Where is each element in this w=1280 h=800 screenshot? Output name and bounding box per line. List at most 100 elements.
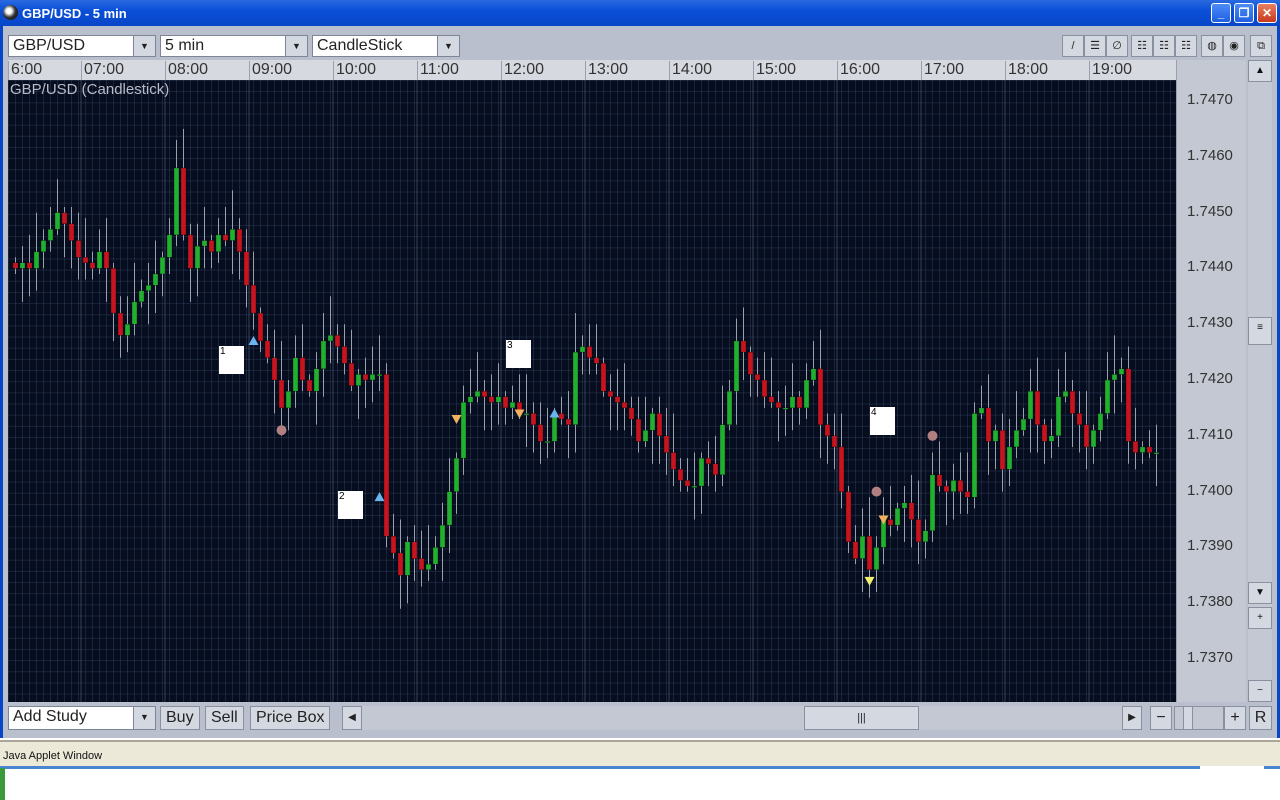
candle-down xyxy=(341,346,348,364)
candle-down xyxy=(740,340,747,353)
candle-up xyxy=(1020,418,1027,431)
chevron-down-icon[interactable]: ▼ xyxy=(133,707,155,729)
time-label: 17:00 xyxy=(921,61,964,80)
candle-down xyxy=(663,435,670,453)
sell-button[interactable]: Sell xyxy=(205,706,244,730)
time-axis: 6:00 07:00 08:00 09:00 10:00 11:00 12:00 13:00 1… xyxy=(8,60,1176,80)
price-label: 1.7370 xyxy=(1187,649,1233,666)
price-label: 1.7440 xyxy=(1187,258,1233,276)
candle-down xyxy=(26,262,33,269)
add-study-select[interactable]: Add Study ▼ xyxy=(8,706,156,730)
chevron-down-icon[interactable]: ▼ xyxy=(285,36,307,56)
candle-down xyxy=(957,480,964,492)
detach-tool-button[interactable]: ⧉ xyxy=(1250,35,1272,57)
time-label: 12:00 xyxy=(501,61,544,80)
candle-up xyxy=(509,402,516,409)
grid-tool-3-button[interactable]: ☷ xyxy=(1175,35,1197,57)
candle-up xyxy=(425,563,432,570)
candle-down xyxy=(831,435,838,448)
annotation-label[interactable]: 2 xyxy=(338,490,363,519)
candle-up xyxy=(173,167,180,236)
reset-button[interactable]: R xyxy=(1249,706,1272,730)
chart-label: GBP/USD (Candlestick) xyxy=(10,81,170,98)
fib-tool-button[interactable]: ∅ xyxy=(1106,35,1128,57)
buy-button[interactable]: Buy xyxy=(160,706,200,730)
scroll-right-button[interactable]: ▶ xyxy=(1122,706,1142,730)
scroll-left-button[interactable]: ◀ xyxy=(342,706,362,730)
candle-down xyxy=(222,234,229,241)
candle-down xyxy=(586,346,593,358)
interval-select[interactable]: 5 min ▼ xyxy=(160,35,308,57)
price-label: 1.7430 xyxy=(1187,314,1233,332)
buy-signal-icon xyxy=(248,335,259,345)
grid-tool-1-button[interactable]: ☷ xyxy=(1131,35,1153,57)
candle-down xyxy=(68,223,75,241)
grid-tool-2-button[interactable]: ☷ xyxy=(1153,35,1175,57)
price-label: 1.7390 xyxy=(1187,537,1233,555)
candle-up xyxy=(215,234,222,252)
candle-down xyxy=(208,240,215,252)
candle-up xyxy=(369,374,376,381)
symbol-select[interactable]: GBP/USD ▼ xyxy=(8,35,156,57)
candle-down xyxy=(614,396,621,403)
annotation-label[interactable]: 4 xyxy=(870,407,895,436)
candle-down xyxy=(418,558,425,570)
vertical-scrollbar[interactable]: ▲ ≡ ▼ + − xyxy=(1248,60,1272,702)
line-tool-button[interactable]: / xyxy=(1062,35,1084,57)
chevron-down-icon[interactable]: ▼ xyxy=(133,36,155,56)
app-icon xyxy=(3,5,18,20)
bottom-toolbar: Add Study ▼ Buy Sell Price Box ◀ ||| ▶ − … xyxy=(8,706,1272,730)
zoom-x-slider[interactable] xyxy=(1174,706,1224,730)
horizontal-line-tool-button[interactable]: ☰ xyxy=(1084,35,1106,57)
zoom-x-minus-button[interactable]: − xyxy=(1150,706,1172,730)
candle-down xyxy=(306,379,313,392)
candle-up xyxy=(404,541,411,576)
zoom-y-plus-button[interactable]: + xyxy=(1248,607,1272,629)
minimize-button[interactable]: _ xyxy=(1211,3,1231,23)
chart-area[interactable]: GBP/USD (Candlestick) 1 2 3 4 xyxy=(8,80,1176,702)
candle-up xyxy=(803,379,810,409)
candlestick-plot xyxy=(12,80,1160,702)
candle-down xyxy=(257,312,264,342)
chart-type-select[interactable]: CandleStick ▼ xyxy=(312,35,460,57)
close-button[interactable]: ✕ xyxy=(1257,3,1277,23)
chevron-down-icon[interactable]: ▼ xyxy=(437,36,459,56)
restore-button[interactable]: ❐ xyxy=(1234,3,1254,23)
scroll-down-button[interactable]: ▼ xyxy=(1248,582,1272,604)
horizontal-scrollbar[interactable]: ◀ ||| ▶ xyxy=(342,706,1142,730)
scroll-up-button[interactable]: ▲ xyxy=(1248,60,1272,82)
annotation-label[interactable]: 1 xyxy=(219,345,244,374)
annotation-label[interactable]: 3 xyxy=(506,340,531,369)
zoom-in-tool-button[interactable]: ◍ xyxy=(1201,35,1223,57)
candle-down xyxy=(635,418,642,442)
signal-dot-icon xyxy=(276,425,287,436)
candle-up xyxy=(495,396,502,403)
candle-up xyxy=(551,413,558,442)
candle-down xyxy=(12,262,19,269)
candle-down xyxy=(866,536,873,570)
candle-down xyxy=(488,396,495,403)
candle-down xyxy=(915,519,922,542)
candle-up xyxy=(313,368,320,392)
candle-down xyxy=(600,363,607,392)
candle-up xyxy=(733,340,740,392)
zoom-x-plus-button[interactable]: + xyxy=(1224,706,1246,730)
candle-up xyxy=(922,530,929,542)
candle-up xyxy=(1006,446,1013,470)
price-box-button[interactable]: Price Box xyxy=(250,706,331,730)
zoom-y-minus-button[interactable]: − xyxy=(1248,680,1272,702)
candle-up xyxy=(1097,413,1104,431)
candle-up xyxy=(131,301,138,325)
candle-down xyxy=(1034,391,1041,425)
candle-down xyxy=(565,418,572,425)
candle-down xyxy=(1132,441,1139,453)
zoom-out-tool-button[interactable]: ◉ xyxy=(1223,35,1245,57)
symbol-value: GBP/USD xyxy=(13,37,86,54)
candle-down xyxy=(985,407,992,442)
candle-up xyxy=(1153,452,1160,455)
price-axis[interactable]: 1.7470 1.7460 1.7450 1.7440 1.7430 1.7420 1.74… xyxy=(1176,60,1246,702)
scroll-thumb-horizontal[interactable]: ||| xyxy=(804,706,919,730)
scroll-thumb[interactable]: ≡ xyxy=(1248,317,1272,345)
candle-down xyxy=(908,502,915,520)
time-label: 13:00 xyxy=(585,61,628,80)
